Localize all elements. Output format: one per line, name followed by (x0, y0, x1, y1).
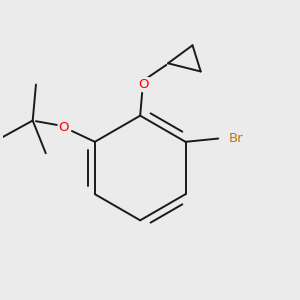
Text: Br: Br (229, 132, 244, 145)
Text: O: O (138, 78, 149, 91)
Text: O: O (58, 121, 69, 134)
